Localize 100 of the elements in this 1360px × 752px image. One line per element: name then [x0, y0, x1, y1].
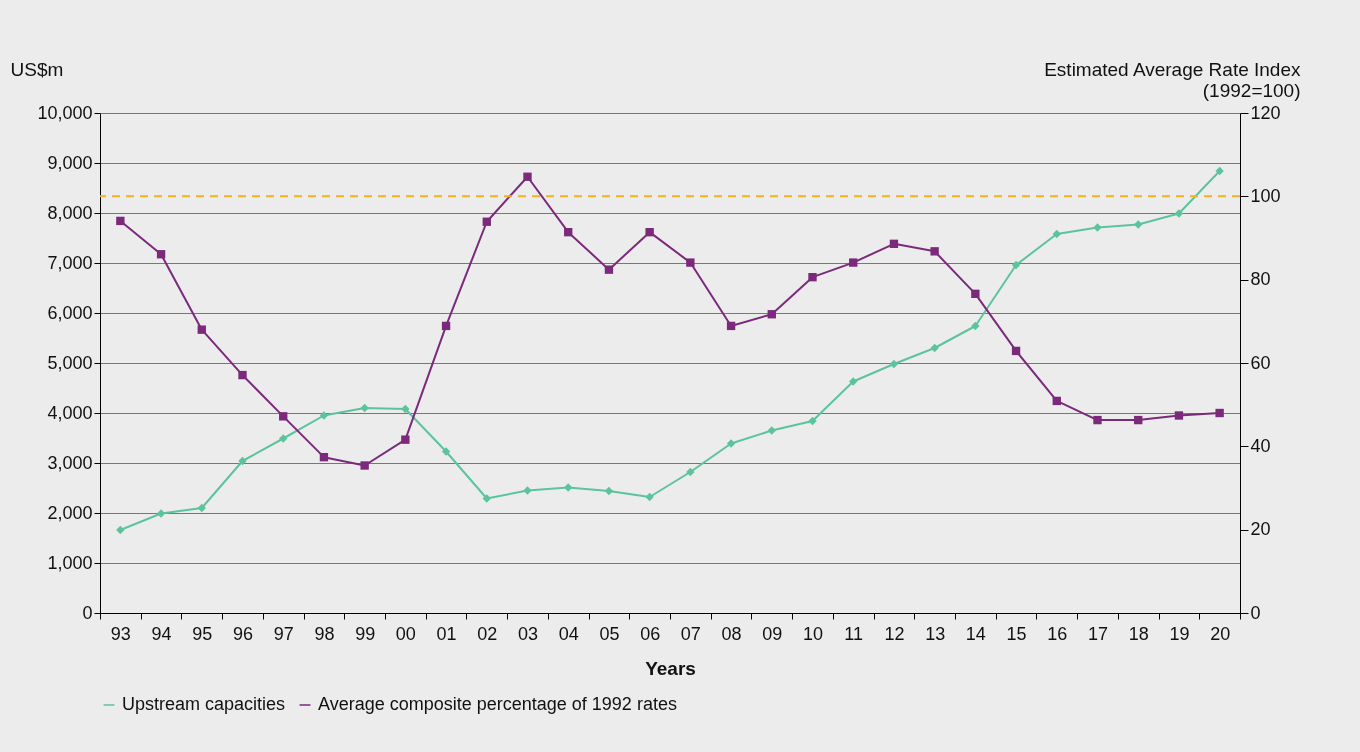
point: [1215, 166, 1224, 176]
point: [238, 370, 247, 380]
point: [482, 217, 491, 226]
y-tick-label: 8,000: [47, 202, 93, 223]
point: [726, 321, 736, 331]
point: [319, 411, 329, 420]
point: [156, 250, 166, 259]
point: [279, 434, 288, 443]
x-tick-label: 00: [395, 623, 416, 644]
y-tick-label: 7,000: [47, 252, 93, 273]
x-tick-label: 10: [802, 623, 824, 644]
y2-axis-title: Estimated Average Rate Index (1992=100): [1044, 58, 1301, 101]
point: [197, 325, 206, 334]
point: [360, 403, 369, 413]
x-tick-label: 09: [762, 623, 783, 644]
x-tick-label: 19: [1169, 623, 1190, 644]
point: [767, 310, 776, 319]
point: [849, 377, 858, 386]
point: [726, 439, 736, 448]
x-tick-label: 97: [273, 623, 294, 644]
legend-label: Upstream capacities: [122, 694, 286, 714]
point: [1052, 229, 1061, 239]
y-tick-label: 6,000: [47, 302, 93, 323]
x-tick-label: 06: [640, 623, 661, 644]
legend-label: Average composite percentage of 1992 rates: [318, 694, 677, 714]
x-tick-label: 18: [1128, 623, 1149, 644]
point: [401, 404, 410, 414]
point: [564, 483, 573, 492]
point: [1215, 408, 1224, 418]
x-tick-label: 16: [1047, 623, 1068, 644]
y2-tick-label: 20: [1250, 519, 1271, 540]
point: [604, 486, 614, 496]
point: [1134, 220, 1143, 229]
y-tick-label: 9,000: [47, 152, 93, 173]
y-tick-label: 0: [82, 602, 93, 623]
y-tick-label: 3,000: [47, 452, 93, 473]
point: [360, 461, 369, 470]
point: [116, 525, 125, 535]
point: [889, 359, 899, 369]
x-tick-label: 08: [721, 623, 742, 644]
point: [1011, 346, 1021, 356]
x-tick-label: 13: [925, 623, 946, 644]
y-tick-label: 5,000: [47, 352, 93, 373]
y2-tick-label: 60: [1250, 352, 1271, 373]
point: [279, 412, 288, 421]
point: [197, 503, 206, 513]
x-tick-label: 17: [1087, 623, 1109, 644]
point: [564, 227, 573, 237]
point: [238, 456, 247, 466]
point: [1174, 209, 1184, 218]
point: [523, 172, 532, 181]
y-tick-label: 4,000: [47, 402, 93, 423]
x-tick-label: 12: [884, 623, 905, 644]
y2-tick-label: 80: [1250, 269, 1271, 290]
x-tick-label: 02: [477, 623, 498, 644]
x-tick-label: 98: [314, 623, 335, 644]
y-tick-label: 2,000: [47, 502, 93, 523]
x-tick-label: 03: [517, 623, 539, 644]
x-tick-label: 20: [1210, 623, 1231, 644]
point: [523, 486, 532, 495]
x-tick-label: 15: [1006, 623, 1027, 644]
y-tick-label: 10,000: [37, 102, 93, 123]
y-axis-title: US$m: [10, 58, 64, 80]
point: [686, 467, 695, 477]
point: [971, 321, 980, 331]
point: [156, 509, 166, 518]
point: [808, 272, 817, 282]
point: [1093, 223, 1102, 232]
point: [930, 247, 939, 256]
point: [686, 258, 695, 267]
point: [930, 343, 939, 353]
x-tick-label: 95: [192, 623, 213, 644]
x-axis-title: Years: [645, 657, 696, 679]
x-tick-label: 01: [436, 623, 457, 644]
x-tick-label: 99: [355, 623, 376, 644]
point: [401, 435, 410, 444]
y2-tick-label: 0: [1250, 602, 1261, 623]
x-tick-label: 96: [232, 623, 254, 644]
point: [604, 265, 614, 274]
point: [767, 426, 776, 435]
x-tick-label: 94: [151, 623, 172, 644]
point: [849, 258, 858, 267]
y-tick-label: 1,000: [47, 552, 93, 573]
point: [645, 227, 654, 237]
point: [889, 239, 899, 249]
y2-tick-label: 40: [1250, 435, 1271, 456]
point: [1134, 415, 1143, 425]
point: [441, 447, 451, 456]
x-tick-label: 93: [110, 623, 131, 644]
y2-tick-label: 100: [1250, 185, 1281, 206]
point: [482, 494, 491, 503]
point: [1011, 260, 1021, 270]
point: [971, 289, 980, 299]
point: [1174, 411, 1184, 420]
x-tick-label: 07: [680, 623, 701, 644]
y2-tick-label: 120: [1250, 102, 1281, 123]
point: [645, 492, 654, 502]
x-tick-label: 04: [558, 623, 579, 644]
point: [319, 452, 329, 462]
x-tick-label: 14: [965, 623, 986, 644]
